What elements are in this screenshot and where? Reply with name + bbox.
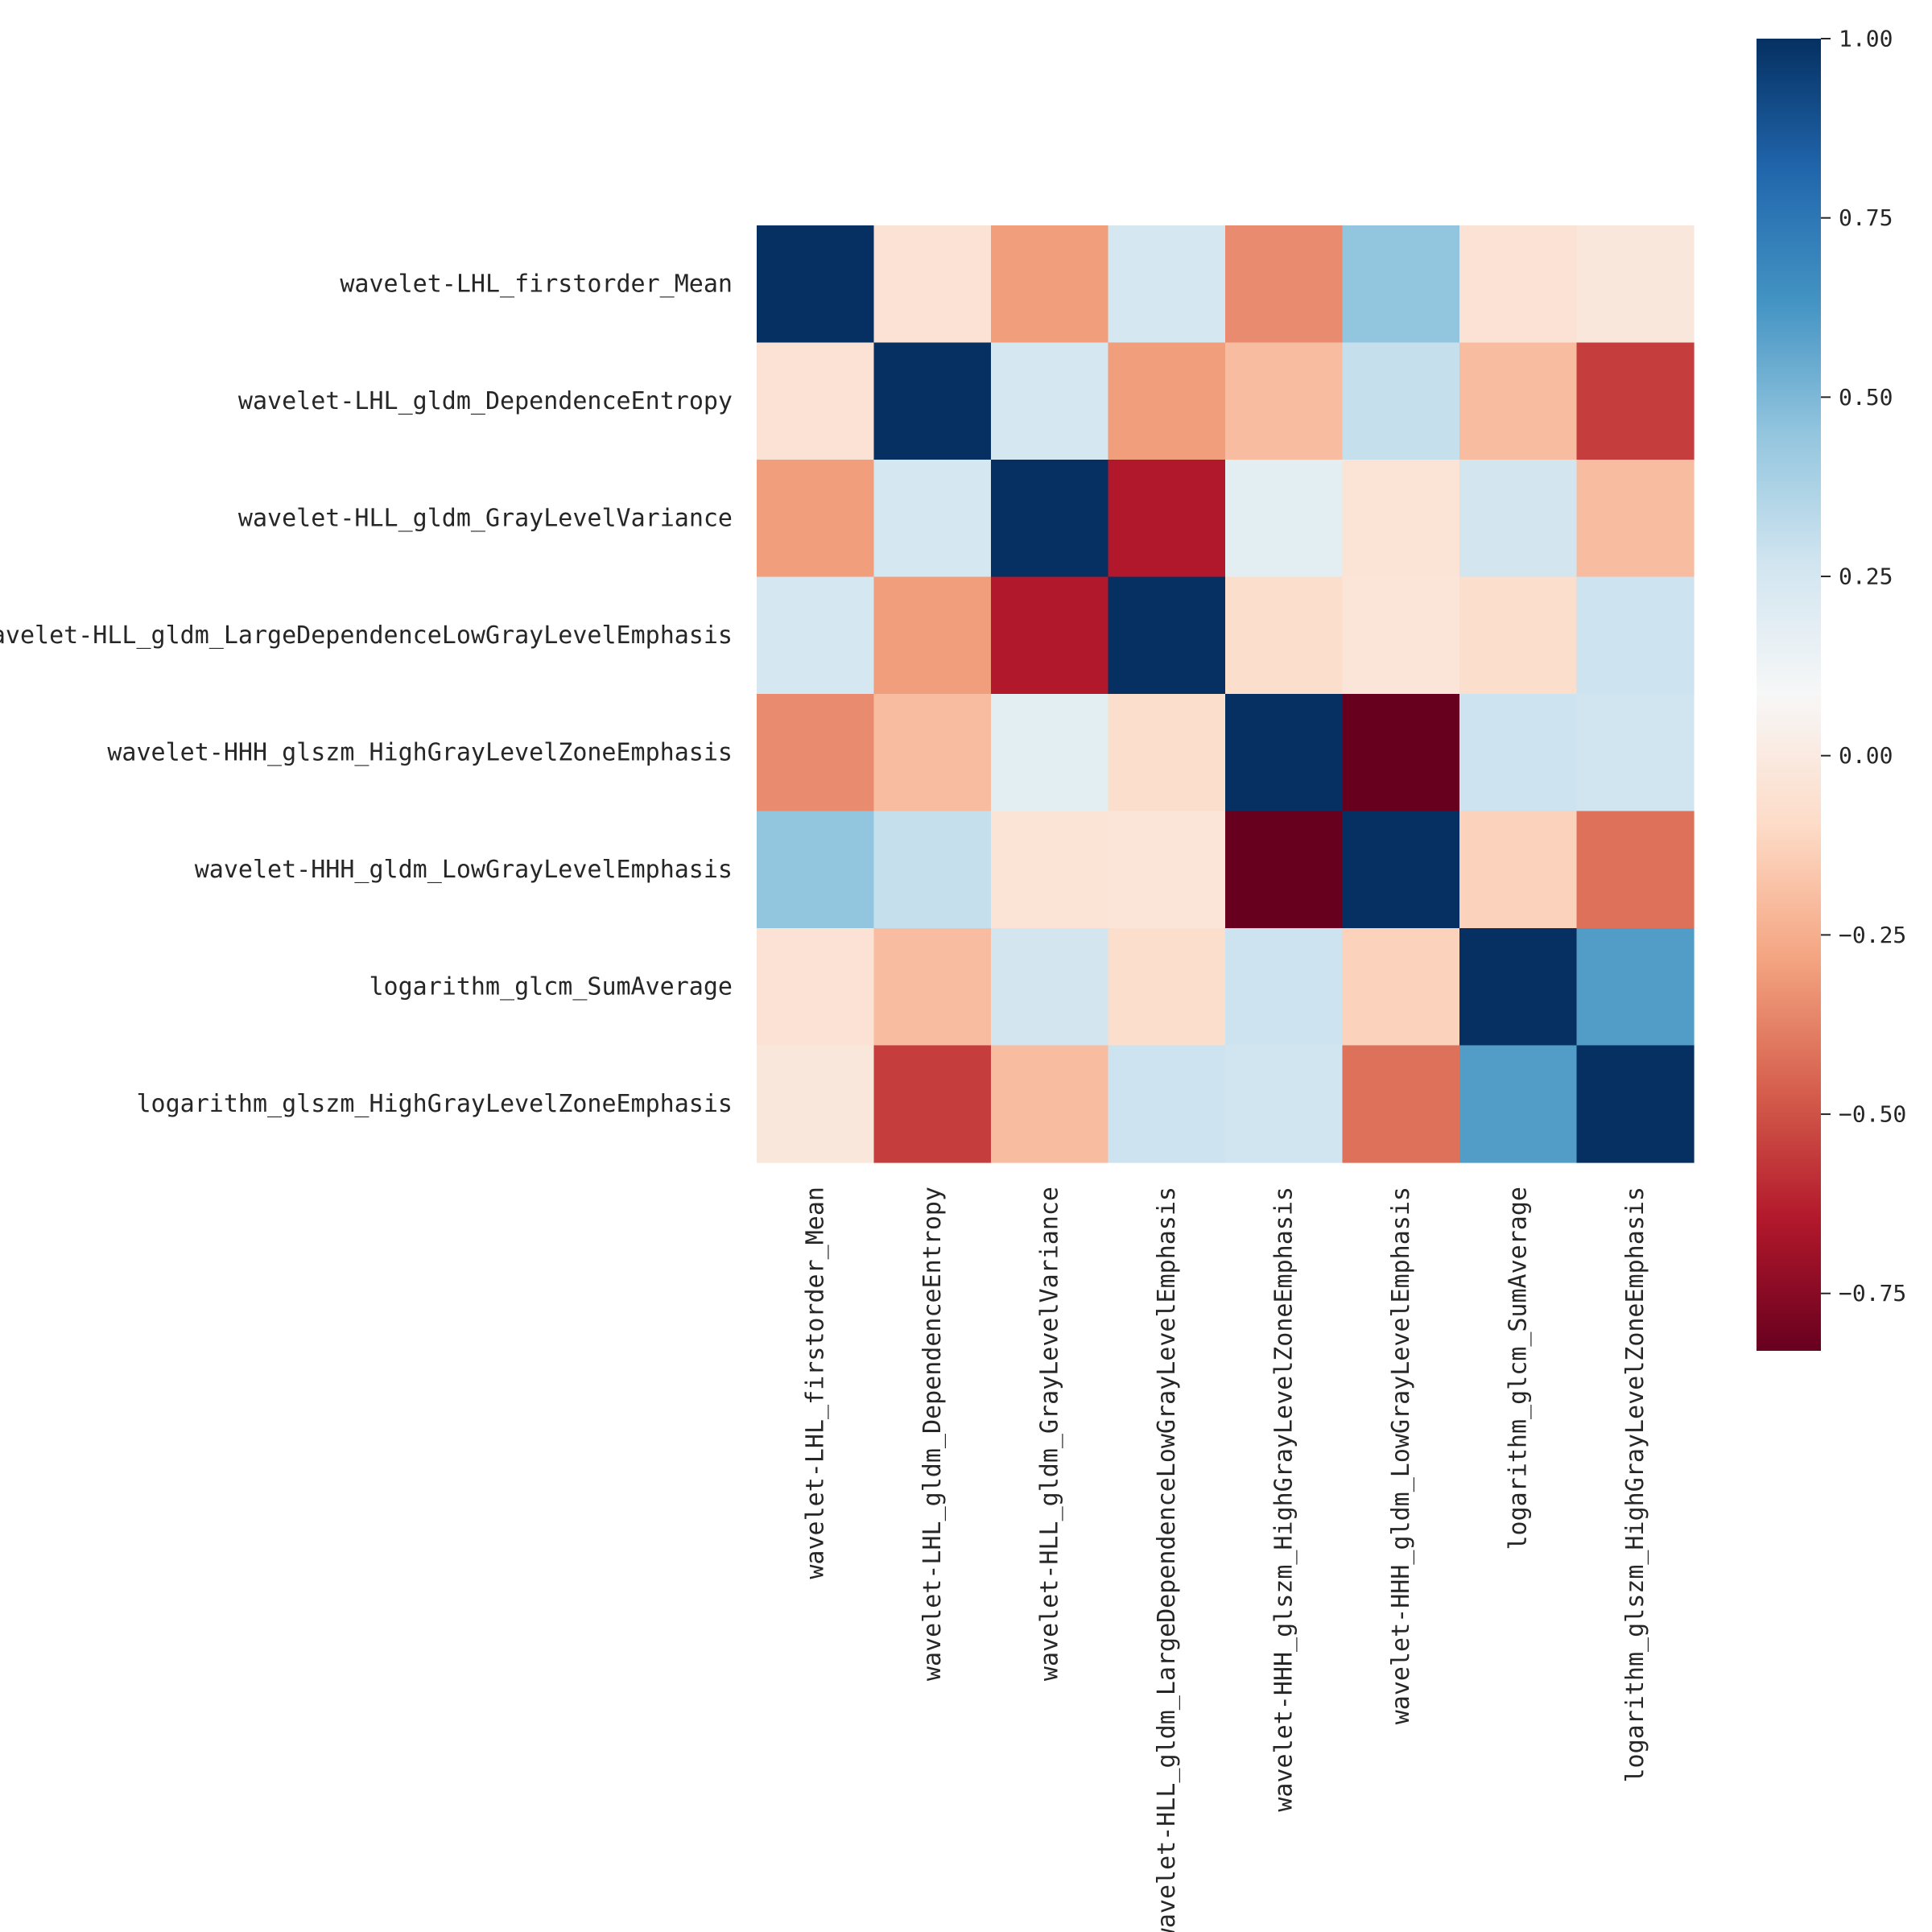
heatmap-cell-r0-c0 [757, 225, 875, 344]
heatmap-cell-r3-c1 [873, 576, 992, 695]
colorbar-tick-label: 0.50 [1839, 384, 1893, 411]
x-tick-label: wavelet-HHH_glszm_HighGrayLevelZoneEmpha… [1269, 1187, 1298, 1812]
x-tick-label: logarithm_glcm_SumAverage [1504, 1187, 1532, 1550]
x-tick-label: wavelet-HLL_gldm_GrayLevelVariance [1035, 1187, 1063, 1681]
heatmap-cell-r1-c7 [1576, 342, 1695, 460]
heatmap-cell-r6-c0 [757, 928, 875, 1046]
heatmap-cell-r1-c5 [1342, 342, 1460, 460]
colorbar-tick-label: −0.25 [1839, 922, 1906, 948]
heatmap-cell-r6-c5 [1342, 928, 1460, 1046]
heatmap-cell-r5-c4 [1225, 811, 1344, 929]
heatmap-cell-r0-c7 [1576, 225, 1695, 344]
heatmap-cell-r1-c6 [1459, 342, 1578, 460]
y-tick-label: logarithm_glszm_HighGrayLevelZoneEmphasi… [136, 1090, 733, 1118]
heatmap-cell-r3-c6 [1459, 576, 1578, 695]
y-tick-label: wavelet-HLL_gldm_GrayLevelVariance [238, 504, 733, 532]
colorbar-gradient [1757, 39, 1821, 1351]
heatmap-cell-r3-c3 [1108, 576, 1226, 695]
heatmap-cell-r4-c7 [1576, 694, 1695, 812]
heatmap-cell-r5-c5 [1342, 811, 1460, 929]
heatmap-cell-r0-c6 [1459, 225, 1578, 344]
heatmap-cell-r4-c0 [757, 694, 875, 812]
heatmap-cell-r1-c3 [1108, 342, 1226, 460]
x-tick-label: logarithm_glszm_HighGrayLevelZoneEmphasi… [1621, 1187, 1649, 1783]
heatmap-cell-r3-c4 [1225, 576, 1344, 695]
heatmap-cells [757, 225, 1695, 1163]
heatmap-cell-r4-c4 [1225, 694, 1344, 812]
y-tick-label: logarithm_glcm_SumAverage [369, 972, 733, 1001]
heatmap-cell-r3-c2 [991, 576, 1109, 695]
heatmap-cell-r2-c0 [757, 460, 875, 578]
heatmap-cell-r0-c5 [1342, 225, 1460, 344]
heatmap-cell-r2-c1 [873, 460, 992, 578]
colorbar-tick-label: 0.75 [1839, 204, 1893, 231]
heatmap-cell-r6-c1 [873, 928, 992, 1046]
heatmap-cell-r6-c3 [1108, 928, 1226, 1046]
heatmap-cell-r7-c7 [1576, 1045, 1695, 1163]
heatmap-cell-r2-c7 [1576, 460, 1695, 578]
heatmap-cell-r7-c0 [757, 1045, 875, 1163]
heatmap-cell-r5-c6 [1459, 811, 1578, 929]
heatmap-cell-r4-c2 [991, 694, 1109, 812]
colorbar-tick-label: 0.00 [1839, 742, 1893, 769]
y-tick-label: wavelet-LHL_firstorder_Mean [340, 270, 733, 298]
heatmap-cell-r7-c5 [1342, 1045, 1460, 1163]
heatmap-cell-r7-c2 [991, 1045, 1109, 1163]
heatmap-cell-r3-c7 [1576, 576, 1695, 695]
colorbar-tick-label: 1.00 [1839, 26, 1893, 52]
colorbar: 1.00 0.75 0.50 0.25 0.00 −0.25 −0.50 −0.75 [1757, 26, 1906, 1351]
heatmap-cell-r5-c3 [1108, 811, 1226, 929]
heatmap-cell-r4-c1 [873, 694, 992, 812]
heatmap-cell-r2-c6 [1459, 460, 1578, 578]
colorbar-tick-label: −0.75 [1839, 1280, 1906, 1307]
heatmap-cell-r2-c4 [1225, 460, 1344, 578]
heatmap-cell-r0-c2 [991, 225, 1109, 344]
heatmap-cell-r5-c7 [1576, 811, 1695, 929]
colorbar-ticks: 1.00 0.75 0.50 0.25 0.00 −0.25 −0.50 −0.75 [1821, 26, 1906, 1307]
heatmap-cell-r2-c2 [991, 460, 1109, 578]
heatmap-cell-r0-c4 [1225, 225, 1344, 344]
colorbar-tick-label: −0.50 [1839, 1101, 1906, 1128]
heatmap-cell-r3-c5 [1342, 576, 1460, 695]
heatmap-cell-r5-c2 [991, 811, 1109, 929]
heatmap-cell-r4-c3 [1108, 694, 1226, 812]
heatmap-cell-r2-c5 [1342, 460, 1460, 578]
heatmap-cell-r7-c4 [1225, 1045, 1344, 1163]
colorbar-tick-label: 0.25 [1839, 564, 1893, 590]
heatmap-cell-r6-c7 [1576, 928, 1695, 1046]
heatmap-cell-r7-c6 [1459, 1045, 1578, 1163]
heatmap-cell-r7-c3 [1108, 1045, 1226, 1163]
y-tick-label: wavelet-HHH_gldm_LowGrayLevelEmphasis [195, 856, 733, 884]
heatmap-cell-r5-c0 [757, 811, 875, 929]
heatmap-cell-r6-c2 [991, 928, 1109, 1046]
y-tick-label: wavelet-HLL_gldm_LargeDependenceLowGrayL… [0, 621, 733, 650]
heatmap-cell-r1-c1 [873, 342, 992, 460]
y-tick-label: wavelet-HHH_glszm_HighGrayLevelZoneEmpha… [107, 738, 733, 766]
heatmap-cell-r0-c3 [1108, 225, 1226, 344]
heatmap-cell-r1-c2 [991, 342, 1109, 460]
heatmap-cell-r7-c1 [873, 1045, 992, 1163]
heatmap-cell-r6-c6 [1459, 928, 1578, 1046]
y-tick-label: wavelet-LHL_gldm_DependenceEntropy [238, 387, 733, 415]
heatmap-cell-r6-c4 [1225, 928, 1344, 1046]
x-tick-label: wavelet-LHL_firstorder_Mean [801, 1187, 829, 1579]
x-tick-label: wavelet-LHL_gldm_DependenceEntropy [919, 1187, 947, 1681]
heatmap-cell-r4-c5 [1342, 694, 1460, 812]
heatmap-cell-r1-c0 [757, 342, 875, 460]
x-tick-label: wavelet-HHH_gldm_LowGrayLevelEmphasis [1387, 1187, 1415, 1724]
y-tick-labels: wavelet-LHL_firstorder_Mean wavelet-LHL_g… [0, 270, 733, 1118]
x-tick-label: wavelet-HLL_gldm_LargeDependenceLowGrayL… [1153, 1187, 1181, 1932]
heatmap-cell-r2-c3 [1108, 460, 1226, 578]
heatmap-cell-r4-c6 [1459, 694, 1578, 812]
heatmap-cell-r0-c1 [873, 225, 992, 344]
heatmap-cell-r3-c0 [757, 576, 875, 695]
heatmap-cell-r1-c4 [1225, 342, 1344, 460]
x-tick-labels: wavelet-LHL_firstorder_Mean wavelet-LHL_g… [801, 1187, 1649, 1932]
heatmap-cell-r5-c1 [873, 811, 992, 929]
